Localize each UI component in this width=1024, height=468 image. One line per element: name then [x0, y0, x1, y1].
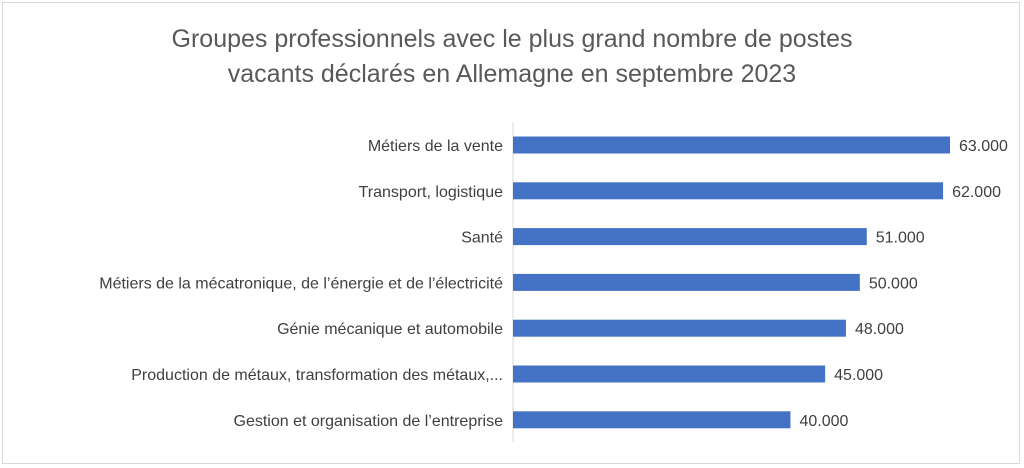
- bar: [513, 136, 950, 154]
- data-label: 51.000: [876, 230, 925, 247]
- bar: [513, 228, 867, 246]
- category-label: Transport, logistique: [359, 184, 503, 201]
- bar: [513, 365, 826, 383]
- category-label: Métiers de la mécatronique, de l’énergie…: [99, 275, 503, 292]
- bar: [513, 273, 860, 291]
- bar: [513, 182, 944, 200]
- data-label: 40.000: [799, 413, 848, 430]
- category-label: Production de métaux, transformation des…: [131, 367, 503, 384]
- data-label: 50.000: [869, 275, 918, 292]
- data-label: 48.000: [855, 321, 904, 338]
- category-label: Gestion et organisation de l’entreprise: [234, 413, 504, 430]
- category-label: Santé: [461, 230, 503, 247]
- data-label: 45.000: [834, 367, 883, 384]
- category-label: Génie mécanique et automobile: [277, 321, 503, 338]
- chart-title: Groupes professionnels avec le plus gran…: [0, 22, 1024, 92]
- bar: [513, 319, 846, 337]
- bar: [513, 411, 791, 429]
- category-label: Métiers de la vente: [368, 138, 503, 155]
- chart-title-line-2: vacants déclarés en Allemagne en septemb…: [227, 60, 797, 88]
- data-label: 62.000: [952, 184, 1001, 201]
- data-label: 63.000: [959, 138, 1008, 155]
- chart-title-line-1: Groupes professionnels avec le plus gran…: [171, 25, 853, 53]
